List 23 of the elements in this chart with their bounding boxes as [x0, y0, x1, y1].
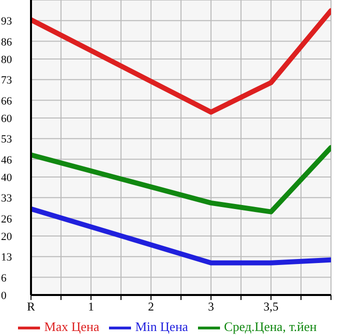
y-tick-label: 60 [1, 113, 12, 125]
legend-label: Max Цена [44, 318, 100, 334]
y-tick-label: 26 [1, 213, 12, 226]
x-tick-label: 3,5 [264, 300, 278, 314]
legend-label: Сред.Цена, т.йен [224, 318, 317, 334]
y-tick-label: 20 [1, 231, 12, 243]
y-tick-label: 86 [1, 36, 12, 48]
y-tick-label: 93 [1, 16, 12, 28]
y-tick-label: 73 [1, 74, 12, 87]
y-tick-label: 0 [1, 290, 7, 302]
x-tick-label: 2 [148, 300, 154, 314]
y-tick-label: 6 [1, 272, 7, 284]
x-tick-label: 1 [88, 300, 94, 314]
y-tick-label: 66 [1, 95, 12, 108]
legend-label: Min Цена [135, 318, 188, 334]
y-tick-label: 13 [1, 252, 12, 264]
y-tick-label: 46 [1, 154, 12, 166]
x-tick-label: R [26, 300, 36, 314]
y-tick-label: 40 [1, 172, 12, 184]
y-tick-label: 53 [1, 134, 12, 146]
y-tick-label: 33 [1, 192, 12, 205]
y-tick-label: 80 [1, 54, 12, 66]
x-tick-label: 3 [208, 300, 214, 314]
